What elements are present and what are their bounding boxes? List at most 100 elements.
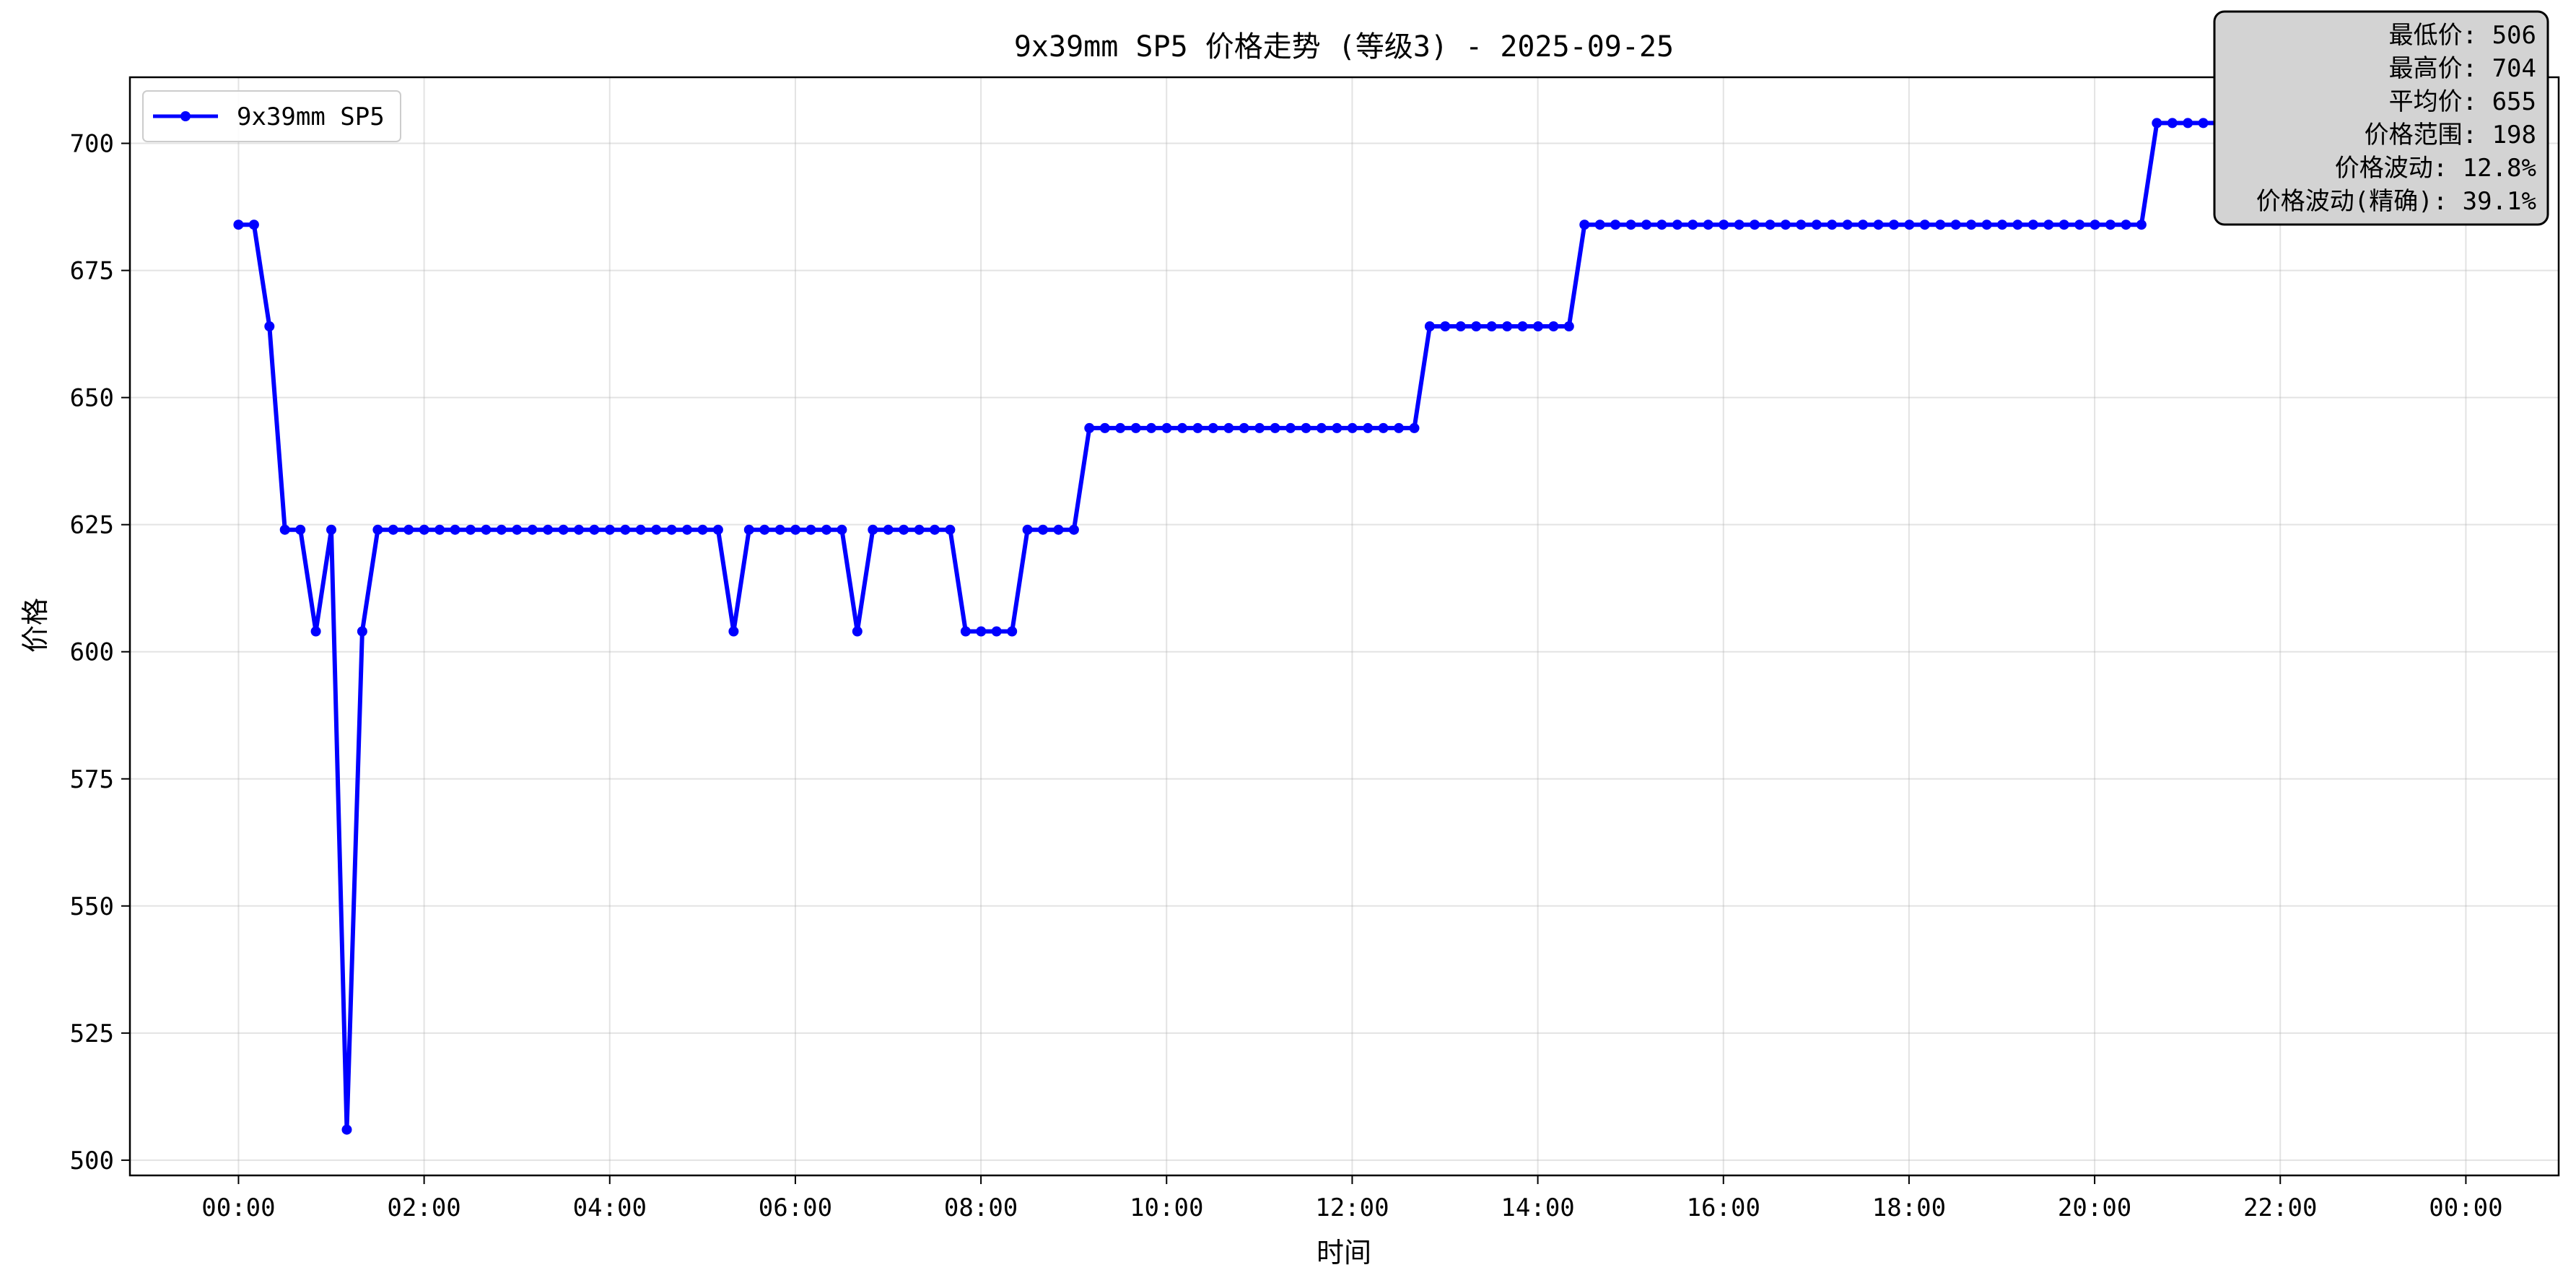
data-point [1780, 219, 1791, 230]
data-point [2090, 219, 2100, 230]
data-point [821, 524, 831, 535]
data-point [1641, 219, 1651, 230]
data-point [1734, 219, 1745, 230]
data-point [1177, 422, 1187, 433]
data-point [248, 219, 259, 230]
data-point [1440, 321, 1451, 331]
data-point [2012, 219, 2023, 230]
data-point [435, 524, 445, 535]
data-point [1254, 422, 1265, 433]
data-point [1208, 422, 1218, 433]
data-point [1115, 422, 1126, 433]
plot-frame [128, 76, 2560, 1177]
y-tick-label: 675 [70, 257, 114, 286]
data-point [2027, 219, 2038, 230]
legend-entry: 9x39mm SP5 [237, 103, 385, 131]
data-point [1904, 219, 1915, 230]
data-point [341, 1124, 352, 1135]
data-point [1223, 422, 1234, 433]
data-point [1332, 422, 1342, 433]
y-tick-label: 525 [70, 1019, 114, 1048]
x-tick-label: 16:00 [1687, 1193, 1760, 1222]
data-point [1858, 219, 1869, 230]
data-point [1919, 219, 1930, 230]
x-tick-label: 12:00 [1315, 1193, 1389, 1222]
data-point [960, 626, 971, 637]
data-point [1378, 422, 1389, 433]
x-tick-label: 06:00 [759, 1193, 832, 1222]
data-point [1935, 219, 1946, 230]
data-point [991, 626, 1002, 637]
data-point [1811, 219, 1822, 230]
data-point [1007, 626, 1018, 637]
data-point [1517, 321, 1528, 331]
data-point [1394, 422, 1404, 433]
data-point [1130, 422, 1141, 433]
data-point [1889, 219, 1899, 230]
x-tick-label: 20:00 [2058, 1193, 2131, 1222]
data-point [837, 524, 847, 535]
data-point [1719, 219, 1729, 230]
x-tick-label: 22:00 [2243, 1193, 2317, 1222]
data-point [1068, 524, 1079, 535]
data-point [805, 524, 816, 535]
data-point [403, 524, 414, 535]
data-point [1192, 422, 1203, 433]
data-point [1873, 219, 1884, 230]
data-point [620, 524, 631, 535]
data-point [1053, 524, 1064, 535]
data-point [1966, 219, 1977, 230]
data-point [1471, 321, 1482, 331]
data-point [1022, 524, 1033, 535]
data-point [1594, 219, 1605, 230]
data-point [635, 524, 646, 535]
data-point [1084, 422, 1095, 433]
data-point [372, 524, 383, 535]
stats-min-price: 最低价: 506 [2389, 21, 2536, 50]
x-tick-label: 18:00 [1872, 1193, 1946, 1222]
data-point [666, 524, 677, 535]
data-point [1563, 321, 1574, 331]
legend-marker-sample [180, 111, 191, 121]
y-tick-label: 500 [70, 1147, 114, 1175]
data-point [1579, 219, 1590, 230]
data-point [2152, 118, 2162, 129]
data-point [1750, 219, 1760, 230]
data-point [1502, 321, 1513, 331]
data-point [728, 626, 739, 637]
data-point [1455, 321, 1466, 331]
data-point [1688, 219, 1698, 230]
data-point [1796, 219, 1807, 230]
data-point [1656, 219, 1667, 230]
data-point [512, 524, 523, 535]
data-point [1301, 422, 1311, 433]
stats-price-volatility: 价格波动: 12.8% [2335, 154, 2536, 183]
stats-price-range: 价格范围: 198 [2365, 121, 2536, 149]
stats-max-price: 最高价: 704 [2389, 54, 2536, 83]
data-point [450, 524, 460, 535]
data-point [743, 524, 754, 535]
y-tick-label: 625 [70, 511, 114, 540]
data-point [419, 524, 429, 535]
data-point [2136, 219, 2147, 230]
data-point [2105, 219, 2116, 230]
data-point [264, 321, 275, 331]
x-tick-label: 00:00 [201, 1193, 275, 1222]
data-point [1703, 219, 1713, 230]
stats-box: 最低价: 506 最高价: 704 平均价: 655 价格范围: 198 价格波… [2213, 10, 2549, 226]
legend: 9x39mm SP5 [142, 90, 401, 142]
data-point [2074, 219, 2085, 230]
data-point [295, 524, 306, 535]
data-point [2043, 219, 2054, 230]
data-point [1239, 422, 1249, 433]
data-point [604, 524, 615, 535]
data-point [790, 524, 801, 535]
data-point [1363, 422, 1374, 433]
data-point [682, 524, 692, 535]
data-point [466, 524, 476, 535]
data-point [357, 626, 367, 637]
data-point [1146, 422, 1157, 433]
x-tick-label: 08:00 [944, 1193, 1018, 1222]
y-tick-label: 600 [70, 638, 114, 667]
